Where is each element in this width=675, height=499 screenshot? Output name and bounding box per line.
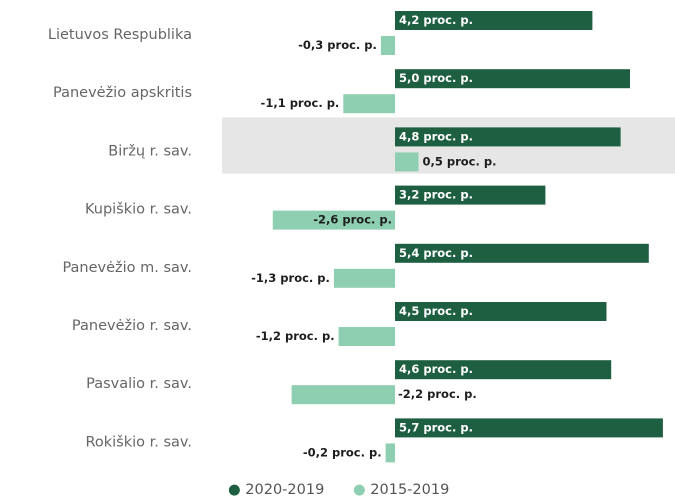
category-label: Panevėžio m. sav.	[62, 260, 192, 276]
data-label-2020-2019: 5,0 proc. p.	[399, 71, 473, 85]
bar-2020-2019	[395, 185, 546, 205]
data-label-2020-2019: 4,6 proc. p.	[399, 362, 473, 376]
bar-2015-2019	[385, 443, 395, 463]
bar-2015-2019	[291, 385, 395, 405]
legend-item-2020-2019: ● 2020-2019	[228, 482, 324, 498]
bar-2020-2019	[395, 302, 607, 321]
category-label: Kupiškio r. sav.	[85, 202, 192, 218]
data-label-2015-2019: -2,2 proc. p.	[398, 387, 477, 401]
data-label-2015-2019: -2,6 proc. p.	[313, 213, 392, 227]
data-label-2020-2019: 5,4 proc. p.	[399, 246, 473, 260]
bar-2020-2019	[395, 418, 663, 438]
bar-2020-2019	[395, 360, 612, 380]
legend-dot-icon: ●	[353, 482, 370, 498]
category-label: Biržų r. sav.	[108, 143, 192, 159]
category-label: Panevėžio r. sav.	[72, 318, 192, 334]
category-label: Pasvalio r. sav.	[86, 376, 192, 392]
data-label-2015-2019: -0,3 proc. p.	[298, 38, 377, 52]
legend: ● 2020-2019 ● 2015-2019	[228, 482, 449, 498]
category-label: Lietuvos Respublika	[48, 27, 192, 43]
bar-2020-2019	[395, 11, 593, 30]
bar-2015-2019	[380, 36, 395, 55]
data-label-2020-2019: 4,8 proc. p.	[399, 129, 473, 143]
data-label-2015-2019: -1,2 proc. p.	[256, 329, 335, 343]
data-label-2020-2019: 5,7 proc. p.	[399, 420, 473, 434]
data-label-2020-2019: 4,5 proc. p.	[399, 304, 473, 318]
data-label-2015-2019: 0,5 proc. p.	[423, 154, 497, 168]
bar-2020-2019	[395, 243, 649, 263]
bar-2020-2019	[395, 127, 621, 147]
bar-2015-2019	[338, 327, 395, 346]
bar-2015-2019	[333, 268, 395, 288]
data-label-2015-2019: -1,3 proc. p.	[251, 271, 330, 285]
bar-2020-2019	[395, 69, 630, 89]
bar-2015-2019	[343, 94, 395, 114]
data-label-2020-2019: 3,2 proc. p.	[399, 188, 473, 202]
bar-2015-2019	[272, 210, 395, 230]
data-label-2020-2019: 4,2 proc. p.	[399, 13, 473, 27]
bar-2015-2019	[395, 152, 419, 172]
data-label-2015-2019: -1,1 proc. p.	[261, 96, 340, 110]
data-label-2015-2019: -0,2 proc. p.	[303, 445, 382, 459]
category-label: Panevėžio apskritis	[53, 85, 192, 101]
legend-dot-icon: ●	[228, 482, 245, 498]
category-label: Rokiškio r. sav.	[85, 434, 192, 450]
legend-item-2015-2019: ● 2015-2019	[353, 482, 449, 498]
